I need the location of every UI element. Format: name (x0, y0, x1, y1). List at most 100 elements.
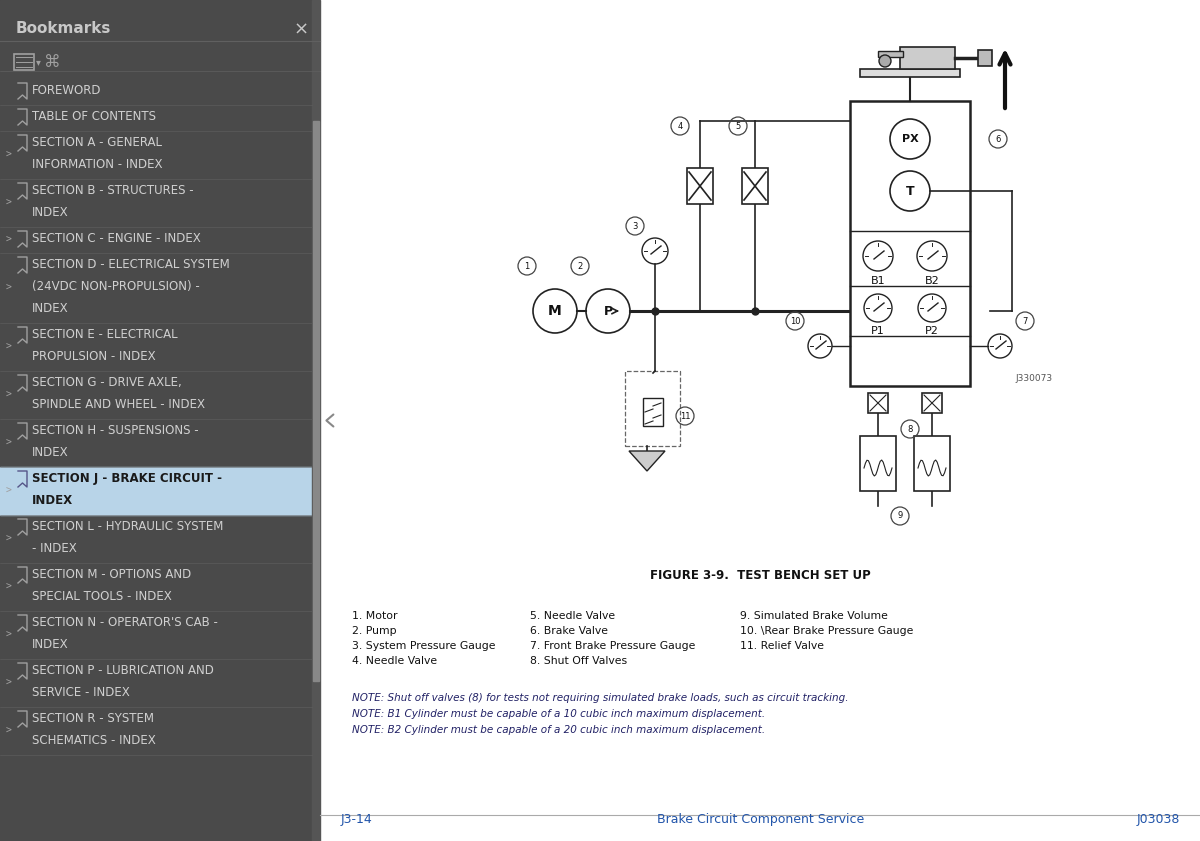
Bar (0, 0, 320, 841)
Bar (14, 54, 34, 70)
Text: FOREWORD: FOREWORD (32, 84, 102, 97)
Text: INDEX: INDEX (32, 206, 68, 219)
Text: ×: × (293, 21, 308, 39)
Text: 6. Brake Valve: 6. Brake Valve (530, 626, 608, 636)
Bar (0, 467, 312, 515)
Text: SECTION R - SYSTEM: SECTION R - SYSTEM (32, 712, 154, 725)
Text: 7: 7 (1022, 316, 1027, 325)
Text: Brake Circuit Component Service: Brake Circuit Component Service (656, 813, 864, 826)
Text: 2: 2 (577, 262, 583, 271)
Text: NOTE: B2 Cylinder must be capable of a 20 cubic inch maximum displacement.: NOTE: B2 Cylinder must be capable of a 2… (353, 725, 766, 735)
Text: SPECIAL TOOLS - INDEX: SPECIAL TOOLS - INDEX (32, 590, 172, 603)
Bar (878, 51, 904, 57)
Text: J330073: J330073 (1015, 374, 1052, 383)
Text: (24VDC NON-PROPULSION) -: (24VDC NON-PROPULSION) - (32, 280, 199, 293)
Text: PROPULSION - INDEX: PROPULSION - INDEX (32, 350, 156, 363)
Text: 2. Pump: 2. Pump (353, 626, 397, 636)
Text: >: > (6, 438, 12, 448)
Bar (625, 371, 680, 446)
Text: PX: PX (901, 134, 918, 144)
Text: >: > (6, 198, 12, 208)
Text: ▾: ▾ (36, 57, 41, 67)
Bar (643, 398, 662, 426)
Text: P2: P2 (925, 326, 938, 336)
Text: 9. Simulated Brake Volume: 9. Simulated Brake Volume (740, 611, 888, 621)
Text: 10: 10 (790, 316, 800, 325)
Bar (313, 121, 319, 681)
Text: 8: 8 (907, 425, 913, 433)
Text: >: > (6, 283, 12, 293)
Text: J3-14: J3-14 (341, 813, 372, 826)
Text: SECTION B - STRUCTURES -: SECTION B - STRUCTURES - (32, 184, 193, 197)
Text: 8. Shut Off Valves: 8. Shut Off Valves (530, 656, 628, 666)
Text: SECTION N - OPERATOR'S CAB -: SECTION N - OPERATOR'S CAB - (32, 616, 218, 629)
Text: >: > (6, 235, 12, 245)
Circle shape (878, 55, 890, 67)
Text: >: > (6, 390, 12, 400)
Text: INFORMATION - INDEX: INFORMATION - INDEX (32, 158, 162, 171)
Text: ⌘: ⌘ (43, 53, 60, 71)
Text: 9: 9 (898, 511, 902, 521)
Text: NOTE: B1 Cylinder must be capable of a 10 cubic inch maximum displacement.: NOTE: B1 Cylinder must be capable of a 1… (353, 709, 766, 719)
Text: 4: 4 (677, 121, 683, 130)
Text: 3: 3 (632, 221, 637, 230)
Text: >: > (6, 678, 12, 688)
Text: SECTION A - GENERAL: SECTION A - GENERAL (32, 136, 162, 149)
Text: M: M (548, 304, 562, 318)
Text: SECTION G - DRIVE AXLE,: SECTION G - DRIVE AXLE, (32, 376, 181, 389)
Text: >: > (6, 726, 12, 736)
Text: >: > (6, 534, 12, 544)
Text: >: > (6, 486, 12, 496)
Bar (914, 436, 950, 491)
Text: INDEX: INDEX (32, 446, 68, 459)
Text: 11. Relief Valve: 11. Relief Valve (740, 641, 824, 651)
Text: P1: P1 (871, 326, 884, 336)
Text: SPINDLE AND WHEEL - INDEX: SPINDLE AND WHEEL - INDEX (32, 398, 205, 411)
Bar (860, 69, 960, 77)
Text: 5: 5 (736, 121, 740, 130)
Text: SECTION P - LUBRICATION AND: SECTION P - LUBRICATION AND (32, 664, 214, 677)
Text: T: T (906, 184, 914, 198)
Text: 5. Needle Valve: 5. Needle Valve (530, 611, 616, 621)
Text: - INDEX: - INDEX (32, 542, 77, 555)
Text: Bookmarks: Bookmarks (16, 21, 112, 36)
Text: 10. \Rear Brake Pressure Gauge: 10. \Rear Brake Pressure Gauge (740, 626, 913, 636)
Bar (742, 168, 768, 204)
Text: SECTION J - BRAKE CIRCUIT -: SECTION J - BRAKE CIRCUIT - (32, 472, 222, 485)
Bar (312, 0, 320, 841)
Text: SCHEMATICS - INDEX: SCHEMATICS - INDEX (32, 734, 156, 747)
Text: 7. Front Brake Pressure Gauge: 7. Front Brake Pressure Gauge (530, 641, 696, 651)
Bar (860, 436, 896, 491)
Text: NOTE: Shut off valves (8) for tests not requiring simulated brake loads, such as: NOTE: Shut off valves (8) for tests not … (353, 693, 848, 703)
Bar (868, 393, 888, 413)
Bar (850, 101, 970, 386)
Text: SERVICE - INDEX: SERVICE - INDEX (32, 686, 130, 699)
Text: 1. Motor: 1. Motor (353, 611, 398, 621)
Text: J03038: J03038 (1136, 813, 1180, 826)
Text: 3. System Pressure Gauge: 3. System Pressure Gauge (353, 641, 496, 651)
Text: SECTION L - HYDRAULIC SYSTEM: SECTION L - HYDRAULIC SYSTEM (32, 520, 223, 533)
Text: 4. Needle Valve: 4. Needle Valve (353, 656, 438, 666)
Bar (900, 47, 955, 69)
Text: >: > (6, 582, 12, 592)
Text: SECTION D - ELECTRICAL SYSTEM: SECTION D - ELECTRICAL SYSTEM (32, 258, 229, 271)
Text: TABLE OF CONTENTS: TABLE OF CONTENTS (32, 110, 156, 123)
Text: INDEX: INDEX (32, 638, 68, 651)
Bar (320, 0, 1200, 841)
Text: >: > (6, 150, 12, 160)
Text: SECTION C - ENGINE - INDEX: SECTION C - ENGINE - INDEX (32, 232, 200, 245)
Bar (922, 393, 942, 413)
Text: B2: B2 (925, 276, 940, 286)
Text: INDEX: INDEX (32, 302, 68, 315)
Text: >: > (6, 630, 12, 640)
Text: SECTION H - SUSPENSIONS -: SECTION H - SUSPENSIONS - (32, 424, 199, 437)
Text: B1: B1 (871, 276, 886, 286)
Text: P: P (604, 304, 612, 318)
Text: SECTION M - OPTIONS AND: SECTION M - OPTIONS AND (32, 568, 191, 581)
Text: 11: 11 (679, 411, 690, 420)
Text: 6: 6 (995, 135, 1001, 144)
Text: SECTION E - ELECTRICAL: SECTION E - ELECTRICAL (32, 328, 178, 341)
Bar (978, 50, 992, 66)
Text: >: > (6, 342, 12, 352)
Text: INDEX: INDEX (32, 494, 73, 507)
